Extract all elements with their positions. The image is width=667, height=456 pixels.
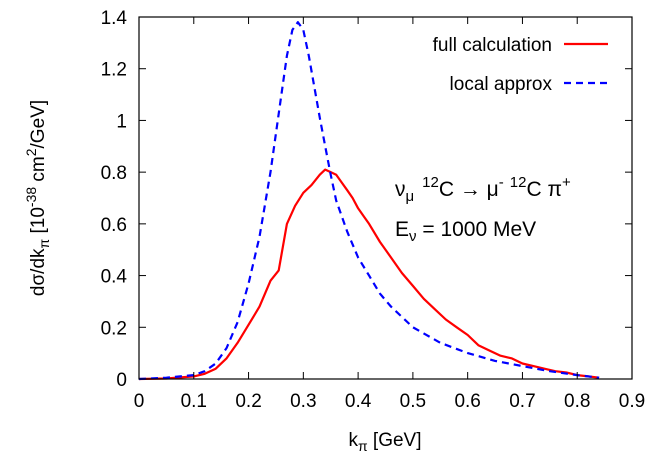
- x-tick-label: 0.3: [290, 391, 316, 412]
- reaction-annotation: νμ12C → μ- 12C π+: [395, 174, 571, 205]
- energy-annotation: Eν = 1000 MeV: [395, 218, 536, 245]
- y-tick-label: 0.2: [101, 318, 127, 339]
- x-tick-label: 0.9: [619, 391, 645, 412]
- y-tick-label: 0.4: [101, 267, 128, 288]
- y-tick-label: 0.8: [101, 163, 127, 184]
- x-axis-label: kπ [GeV]: [348, 430, 421, 454]
- y-tick-label: 0.6: [101, 215, 127, 236]
- y-tick-label: 1: [116, 111, 127, 132]
- plot-frame: [138, 16, 633, 380]
- legend-label-local-approx: local approx: [450, 74, 553, 95]
- x-tick-label: 0.7: [509, 391, 535, 412]
- x-tick-label: 0: [134, 391, 145, 412]
- y-tick-label: 1.2: [101, 60, 127, 81]
- y-tick-label: 1.4: [101, 8, 128, 29]
- x-tick-label: 0.4: [345, 391, 372, 412]
- series-line-full-calculation: [138, 168, 600, 381]
- y-tick-labels: 0 0.2 0.4 0.6 0.8 1 1.2 1.4: [101, 8, 128, 391]
- x-tick-label: 0.8: [564, 391, 590, 412]
- x-tick-label: 0.2: [235, 391, 261, 412]
- x-tick-label: 0.5: [400, 391, 426, 412]
- x-tick-label: 0.1: [181, 391, 207, 412]
- series-layer: [138, 21, 600, 381]
- x-tick-label: 0.6: [454, 391, 480, 412]
- y-tick-label: 0: [116, 370, 127, 391]
- legend: full calculation local approx: [433, 35, 608, 95]
- series-line-local-approx: [138, 21, 600, 381]
- x-tick-labels: 0 0.1 0.2 0.3 0.4 0.5 0.6 0.7 0.8 0.9: [134, 391, 646, 412]
- legend-label-full-calculation: full calculation: [433, 35, 552, 56]
- y-axis-label: dσ/dkπ [10-38 cm2/GeV]: [23, 100, 52, 296]
- ticks-layer: [138, 16, 633, 380]
